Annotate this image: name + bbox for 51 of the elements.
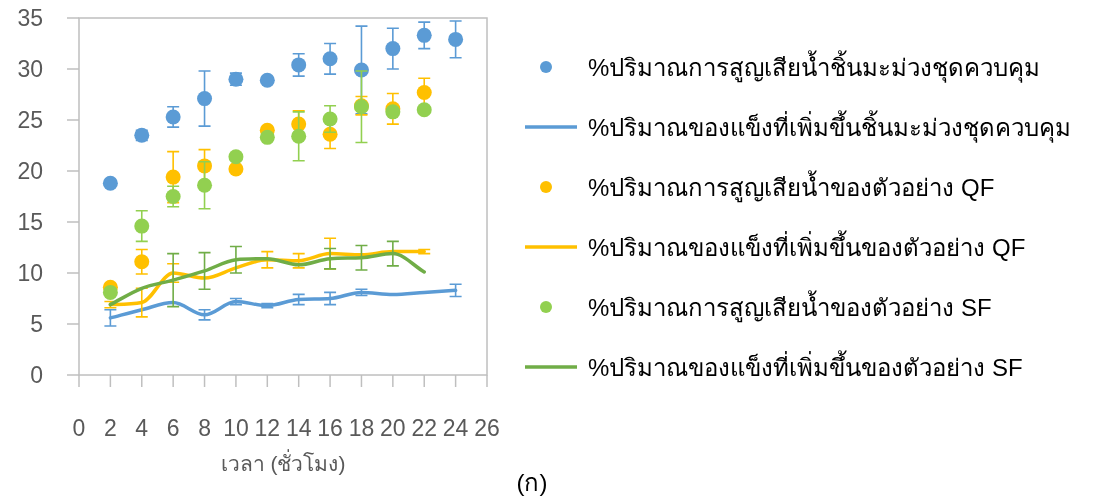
point [102, 284, 118, 300]
legend-label: %ปริมาณการสูญเสียน้ำของตัวอย่าง QF [588, 170, 995, 203]
y-tick-label: 20 [17, 158, 43, 184]
x-tick-label: 16 [317, 415, 343, 441]
legend-label: %ปริมาณการสูญเสียน้ำชิ้นมะม่วงชุดควบคุม [588, 50, 1041, 83]
point [197, 177, 213, 193]
y-tick-label: 5 [30, 311, 43, 337]
y-tick-label: 15 [17, 209, 43, 235]
x-tick-label: 8 [198, 415, 211, 441]
x-tick-label: 20 [380, 415, 406, 441]
point [259, 72, 275, 88]
x-tick-label: 26 [474, 415, 500, 441]
point [416, 84, 432, 100]
x-tick-label: 4 [135, 415, 149, 441]
point [291, 128, 307, 144]
point [322, 111, 338, 127]
point [134, 218, 150, 234]
legend-label: %ปริมาณของแข็งที่เพิ่มขึ้นของตัวอย่าง SF [588, 350, 1023, 381]
point [165, 169, 181, 185]
x-tick-label: 14 [285, 415, 312, 441]
point [165, 189, 181, 204]
text: (ก) [516, 469, 548, 496]
x-tick-label: 2 [103, 415, 117, 441]
legend-label: %ปริมาณของแข็งที่เพิ่มขึ้นชิ้นมะม่วงชุดควบคุม [588, 110, 1072, 143]
legend-label: %ปริมาณของแข็งที่เพิ่มขึ้นของตัวอย่าง QF [588, 230, 1026, 261]
x-tick-label: 12 [254, 415, 281, 441]
y-tick-label: 10 [17, 260, 43, 286]
y-tick-label: 35 [17, 5, 43, 31]
point [322, 51, 338, 67]
point [416, 27, 432, 43]
x-tick-label: 0 [72, 415, 86, 441]
point [228, 149, 244, 165]
x-tick-label: 22 [411, 415, 438, 441]
point [385, 41, 401, 57]
point [416, 102, 432, 118]
x-tick-label: 18 [348, 415, 375, 441]
point [197, 91, 213, 107]
y-tick-label: 0 [30, 362, 43, 388]
x-tick-label: 10 [223, 415, 249, 441]
legend-label: %ปริมาณการสูญเสียน้ำของตัวอย่าง SF [588, 290, 992, 323]
point [291, 57, 307, 73]
y-tick-label: 30 [17, 56, 43, 82]
point [448, 31, 464, 47]
x-tick-label: 24 [442, 415, 469, 441]
point [259, 129, 275, 145]
x-axis-title: เวลา (ชั่วโมง) [220, 449, 346, 475]
y-tick-label: 25 [17, 107, 43, 133]
point [102, 175, 118, 191]
point [165, 109, 181, 125]
point [134, 254, 150, 270]
x-tick-label: 6 [166, 415, 180, 441]
